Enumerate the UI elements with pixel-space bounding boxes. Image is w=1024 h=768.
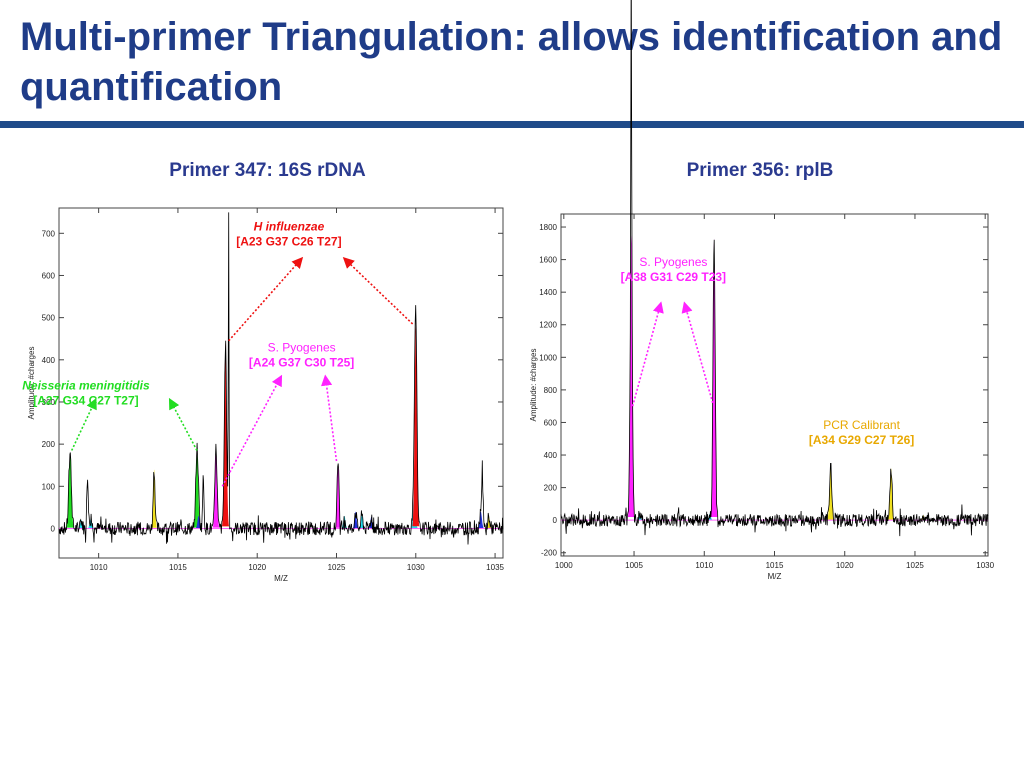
y-tick-label: 400 xyxy=(544,451,558,460)
annotation-arrow xyxy=(168,397,198,451)
x-tick-label: 1025 xyxy=(328,563,346,572)
annotation-label: S. Pyogenes xyxy=(268,340,336,354)
annotation-arrow xyxy=(221,374,283,487)
annotation-label: S. Pyogenes xyxy=(639,255,707,269)
annotation-label: [A27 G34 C27 T27] xyxy=(33,393,138,407)
y-tick-label: 0 xyxy=(553,516,558,525)
y-tick-label: 600 xyxy=(544,418,558,427)
annotation-label: PCR Calibrant xyxy=(823,418,900,432)
y-tick-label: 500 xyxy=(42,314,56,323)
annotation-label: [A38 G31 C29 T23] xyxy=(621,270,726,284)
x-tick-label: 1020 xyxy=(248,563,266,572)
y-tick-label: 1400 xyxy=(539,288,557,297)
y-tick-label: 1000 xyxy=(539,353,557,362)
y-tick-label: 1200 xyxy=(539,321,557,330)
y-tick-label: 100 xyxy=(42,482,56,491)
annotation-label: H influenzae xyxy=(254,219,325,233)
y-tick-label: 0 xyxy=(51,524,56,533)
y-tick-label: 700 xyxy=(42,229,56,238)
y-tick-label: 1800 xyxy=(539,223,557,232)
x-tick-label: 1015 xyxy=(169,563,187,572)
x-tick-label: 1035 xyxy=(486,563,504,572)
y-tick-label: 800 xyxy=(544,386,558,395)
x-tick-label: 1030 xyxy=(407,563,425,572)
y-tick-label: 600 xyxy=(42,271,56,280)
x-tick-label: 1005 xyxy=(625,561,643,570)
y-tick-label: 300 xyxy=(42,398,56,407)
y-tick-label: 200 xyxy=(42,440,56,449)
y-tick-label: 1600 xyxy=(539,256,557,265)
x-tick-label: 1010 xyxy=(90,563,108,572)
x-tick-label: 1020 xyxy=(836,561,854,570)
spectrum-trace xyxy=(58,212,504,545)
x-axis-label: M/Z xyxy=(274,574,288,583)
x-tick-label: 1000 xyxy=(555,561,573,570)
slide-title: Multi-primer Triangulation: allows ident… xyxy=(20,15,1003,109)
y-tick-label: 400 xyxy=(42,356,56,365)
y-tick-label: -200 xyxy=(541,549,558,558)
x-tick-label: 1015 xyxy=(766,561,784,570)
y-axis-label: Amplitude: #charges xyxy=(529,349,538,422)
panel-title-primer-356: Primer 356: rplB xyxy=(686,160,834,181)
panel-title-primer-347: Primer 347: 16S rDNA xyxy=(169,160,366,181)
x-axis-label: M/Z xyxy=(768,572,782,581)
annotation-label: [A34 G29 C27 T26] xyxy=(809,433,914,447)
x-tick-label: 1010 xyxy=(695,561,713,570)
title-divider xyxy=(0,121,1024,128)
annotation-arrow xyxy=(631,301,664,407)
annotation-arrow xyxy=(70,397,97,451)
plot-frame xyxy=(560,213,989,557)
x-tick-label: 1030 xyxy=(976,561,994,570)
annotation-arrow xyxy=(681,301,714,404)
annotation-label: [A24 G37 C30 T25] xyxy=(249,355,354,369)
peak-blue xyxy=(477,511,484,529)
y-tick-label: 200 xyxy=(544,484,558,493)
annotation-label: Neisseria meningitidis xyxy=(22,378,150,392)
spectrum-trace xyxy=(560,0,989,537)
x-tick-label: 1025 xyxy=(906,561,924,570)
y-axis-label: Amplitude: #charges xyxy=(27,347,36,420)
annotation-label: [A23 G37 C26 T27] xyxy=(236,234,341,248)
